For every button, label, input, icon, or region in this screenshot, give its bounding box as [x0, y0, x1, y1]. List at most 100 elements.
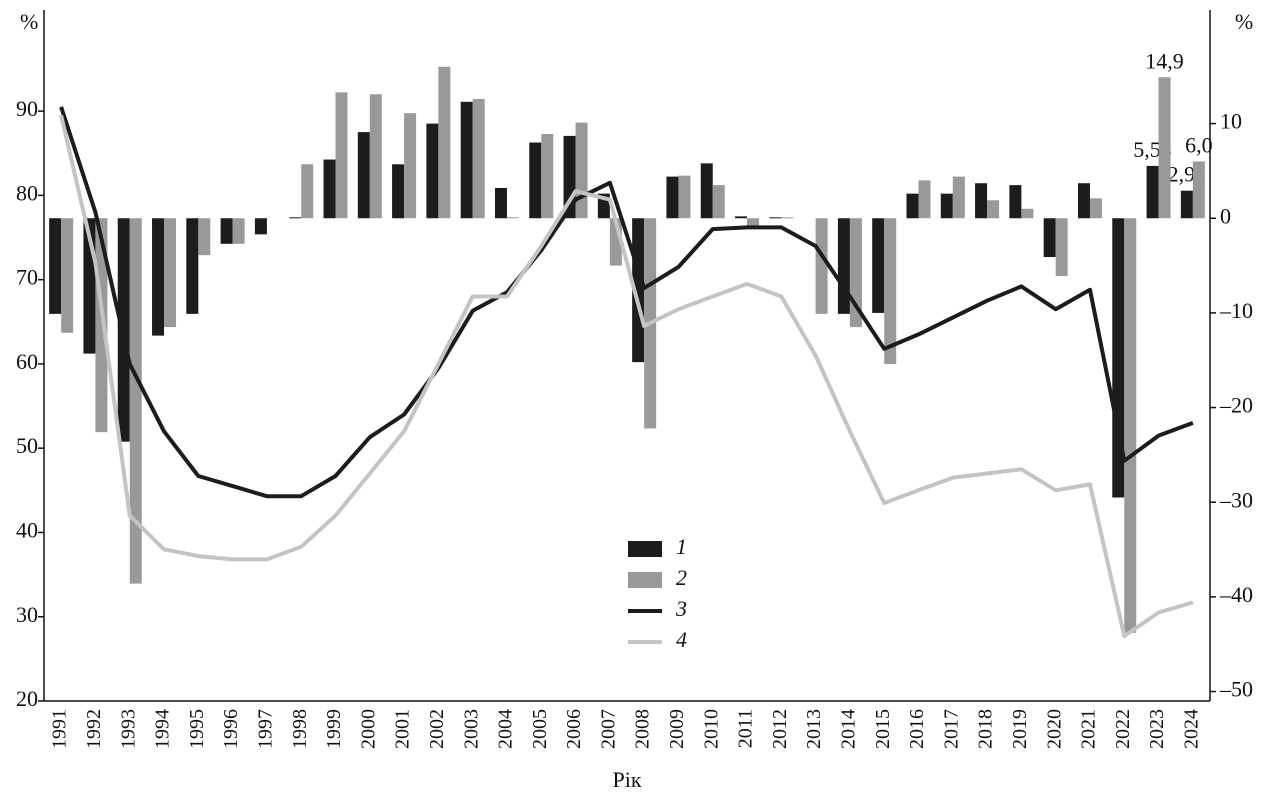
bar [735, 216, 748, 219]
y2-tick-label: –10 [1219, 298, 1253, 323]
legend-label: 2 [676, 565, 687, 590]
x-tick-label: 2000 [357, 709, 379, 749]
x-tick-label: 2012 [769, 709, 791, 749]
bar [357, 132, 370, 219]
bar [152, 218, 165, 336]
bar [987, 200, 1000, 219]
bar [1043, 218, 1056, 258]
y2-tick-label: –50 [1219, 677, 1253, 702]
bar [1158, 77, 1171, 219]
bar [815, 218, 828, 314]
bar [975, 183, 988, 219]
legend-label: 4 [676, 627, 687, 652]
x-tick-label: 1999 [323, 709, 345, 749]
y-axis-label: % [20, 9, 38, 34]
x-tick-label: 1992 [83, 709, 105, 749]
y2-tick-label: –40 [1219, 582, 1253, 607]
bar [1089, 198, 1102, 219]
bar [335, 92, 348, 219]
bar [940, 193, 953, 219]
x-tick-label: 2020 [1043, 709, 1065, 749]
y-tick-label: 50 [16, 433, 38, 458]
bar [666, 176, 679, 219]
bar [220, 218, 233, 244]
y-tick-label: 20 [16, 686, 38, 711]
bar [404, 113, 417, 219]
bar [392, 164, 405, 219]
bar [1124, 218, 1137, 633]
bar [1021, 208, 1034, 219]
bar [438, 66, 451, 219]
bar [700, 163, 713, 219]
bar [781, 217, 794, 219]
x-tick-label: 1993 [117, 709, 139, 749]
x-tick-label: 2021 [1078, 709, 1100, 749]
legend-label: 1 [676, 534, 687, 559]
x-tick-label: 2004 [495, 709, 517, 749]
bar [678, 175, 691, 219]
x-tick-label: 2011 [735, 709, 757, 748]
x-tick-label: 2001 [392, 709, 414, 749]
y2-tick-label: 10 [1220, 109, 1242, 134]
x-tick-label: 2013 [803, 709, 825, 749]
y-tick-label: 70 [16, 265, 38, 290]
x-tick-label: 2010 [700, 709, 722, 749]
bar [884, 218, 897, 365]
x-tick-label: 1997 [255, 709, 277, 749]
bar [494, 187, 507, 219]
line [59, 106, 1194, 499]
bar [472, 98, 485, 219]
y-tick-label: 90 [16, 96, 38, 121]
bar [1077, 183, 1090, 219]
y-tick-label: 30 [16, 602, 38, 627]
x-tick-label: 2006 [563, 709, 585, 749]
bar [301, 164, 314, 219]
bar [460, 101, 473, 219]
y2-axis-label: % [1235, 9, 1253, 34]
x-tick-label: 1991 [49, 709, 71, 749]
value-label: 14,9 [1145, 48, 1184, 73]
y-tick-label: 40 [16, 518, 38, 543]
x-tick-label: 2007 [597, 709, 619, 749]
bar [1146, 165, 1159, 219]
bar [61, 218, 74, 333]
x-axis-label: Рік [612, 767, 641, 792]
y-tick-label: 80 [16, 180, 38, 205]
x-tick-label: 2017 [940, 709, 962, 749]
legend-label: 3 [675, 596, 687, 621]
bar [575, 122, 588, 219]
bar [1180, 190, 1193, 219]
y2-tick-label: 0 [1220, 203, 1231, 228]
x-tick-label: 2005 [529, 709, 551, 749]
x-tick-label: 2003 [460, 709, 482, 749]
x-tick-label: 2014 [838, 709, 860, 749]
x-tick-label: 2022 [1112, 709, 1134, 749]
x-tick-label: 2024 [1180, 709, 1202, 749]
bar [747, 218, 760, 228]
bar [186, 218, 199, 314]
bar [129, 218, 142, 584]
x-tick-label: 1998 [289, 709, 311, 749]
x-tick-label: 2019 [1009, 709, 1031, 749]
bar [254, 218, 267, 235]
bar [1055, 218, 1068, 276]
bar [906, 193, 919, 219]
x-tick-label: 2008 [632, 709, 654, 749]
bar [769, 217, 782, 219]
bar [289, 217, 302, 219]
x-tick-label: 1995 [186, 709, 208, 749]
x-tick-label: 2023 [1146, 709, 1168, 749]
bar [872, 218, 885, 313]
y-tick-label: 60 [16, 349, 38, 374]
value-label: 6,0 [1185, 132, 1213, 157]
bar [712, 185, 725, 219]
y2-tick-label: –20 [1219, 393, 1253, 418]
x-tick-label: 2009 [666, 709, 688, 749]
legend-swatch [628, 541, 662, 557]
line [59, 114, 1194, 639]
bar [323, 159, 336, 219]
bar [837, 218, 850, 314]
x-tick-label: 1994 [152, 709, 174, 749]
x-tick-label: 1996 [220, 709, 242, 749]
bar [198, 218, 211, 256]
